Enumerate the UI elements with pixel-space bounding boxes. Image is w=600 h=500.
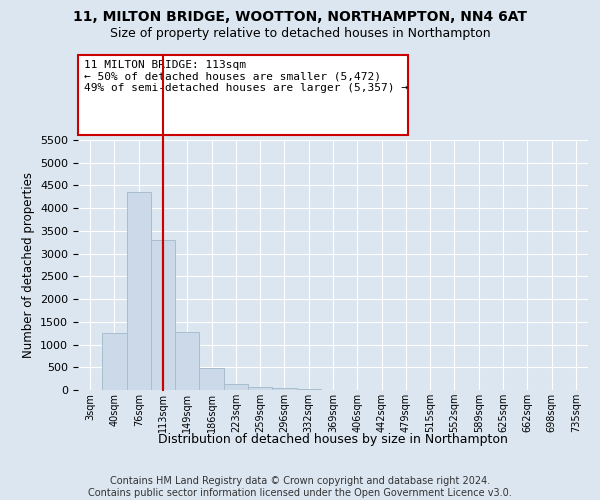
Text: Contains HM Land Registry data © Crown copyright and database right 2024.
Contai: Contains HM Land Registry data © Crown c… xyxy=(88,476,512,498)
Text: Distribution of detached houses by size in Northampton: Distribution of detached houses by size … xyxy=(158,432,508,446)
Bar xyxy=(127,192,151,390)
Bar xyxy=(199,368,224,390)
Text: 11, MILTON BRIDGE, WOOTTON, NORTHAMPTON, NN4 6AT: 11, MILTON BRIDGE, WOOTTON, NORTHAMPTON,… xyxy=(73,10,527,24)
Bar xyxy=(175,332,199,390)
Bar xyxy=(224,384,248,390)
Bar xyxy=(248,388,272,390)
Text: Size of property relative to detached houses in Northampton: Size of property relative to detached ho… xyxy=(110,28,490,40)
Bar xyxy=(296,389,321,390)
Bar xyxy=(272,388,296,390)
Bar xyxy=(151,240,175,390)
Y-axis label: Number of detached properties: Number of detached properties xyxy=(22,172,35,358)
Text: 11 MILTON BRIDGE: 113sqm
← 50% of detached houses are smaller (5,472)
49% of sem: 11 MILTON BRIDGE: 113sqm ← 50% of detach… xyxy=(84,60,408,93)
Bar xyxy=(102,333,127,390)
